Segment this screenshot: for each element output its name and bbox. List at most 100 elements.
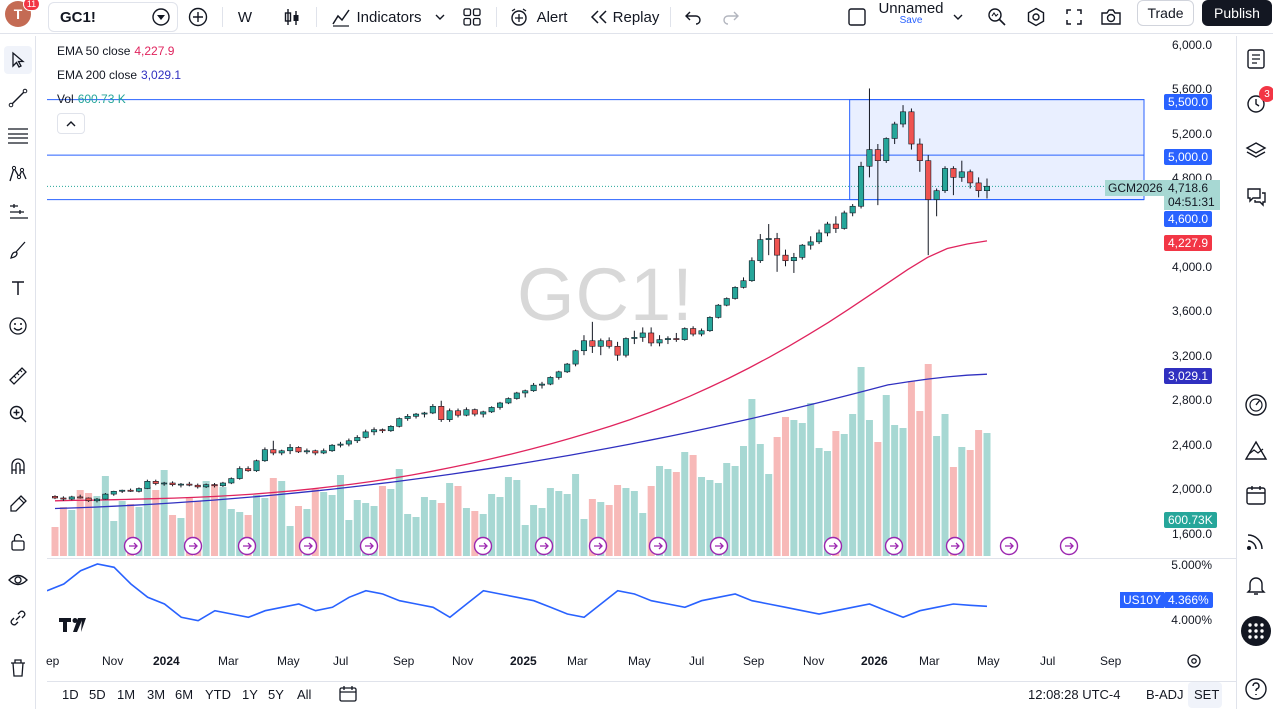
indicators-icon[interactable] bbox=[329, 0, 353, 34]
range-button-5d[interactable]: 5D bbox=[89, 687, 106, 702]
range-button-3m[interactable]: 3M bbox=[147, 687, 166, 702]
range-button-6m[interactable]: 6M bbox=[175, 687, 194, 702]
volume-bar bbox=[311, 489, 319, 556]
eye-icon[interactable] bbox=[4, 566, 32, 594]
session-toggle[interactable]: SET bbox=[1194, 687, 1220, 702]
publish-button[interactable]: Publish bbox=[1202, 0, 1272, 26]
range-button-1m[interactable]: 1M bbox=[117, 687, 136, 702]
trend-line-icon[interactable] bbox=[4, 84, 32, 112]
zoom-in-icon[interactable] bbox=[4, 400, 32, 428]
quick-search-icon[interactable] bbox=[985, 0, 1009, 34]
fullscreen-icon[interactable] bbox=[1062, 0, 1086, 34]
volume-bar bbox=[328, 495, 336, 556]
ema200-legend[interactable]: EMA 200 close 3,029.1 bbox=[57, 68, 181, 82]
range-button-1y[interactable]: 1Y bbox=[242, 687, 258, 702]
interval-button[interactable]: W bbox=[237, 8, 253, 26]
replay-button[interactable]: Replay bbox=[612, 8, 660, 26]
brush-icon[interactable] bbox=[4, 236, 32, 264]
candle-body bbox=[362, 431, 369, 438]
range-button-1d[interactable]: 1D bbox=[62, 687, 79, 702]
apps-grid-icon[interactable] bbox=[1241, 616, 1271, 646]
candle-body bbox=[564, 363, 571, 373]
chat-icon[interactable] bbox=[1241, 182, 1271, 212]
event-marker-arrow bbox=[951, 542, 960, 550]
price-chart[interactable] bbox=[47, 36, 1164, 556]
chevron-down-icon[interactable] bbox=[950, 0, 966, 34]
ema50-legend[interactable]: EMA 50 close 4,227.9 bbox=[57, 44, 174, 58]
link-icon[interactable] bbox=[4, 604, 32, 632]
indicators-button[interactable]: Indicators bbox=[356, 8, 422, 26]
alert-button[interactable]: Alert bbox=[536, 8, 568, 26]
layout-name[interactable]: Unnamed bbox=[878, 0, 944, 17]
camera-icon[interactable] bbox=[1098, 0, 1124, 34]
watchlist-icon[interactable] bbox=[1241, 44, 1271, 74]
notifications-bell-icon[interactable] bbox=[1241, 570, 1271, 600]
tradingview-logo[interactable] bbox=[58, 616, 92, 637]
range-button-all[interactable]: All bbox=[297, 687, 312, 702]
cursor-icon[interactable] bbox=[4, 46, 32, 74]
chevron-up-icon bbox=[66, 120, 76, 126]
settings-icon[interactable] bbox=[1024, 0, 1048, 34]
layout-save-label[interactable]: Save bbox=[899, 14, 923, 26]
templates-icon[interactable] bbox=[460, 0, 484, 34]
us10y-pane[interactable] bbox=[47, 560, 1164, 648]
undo-icon[interactable] bbox=[682, 0, 704, 34]
add-symbol-icon[interactable] bbox=[186, 0, 210, 34]
pattern-icon[interactable] bbox=[4, 160, 32, 188]
badj-toggle[interactable]: B-ADJ bbox=[1146, 687, 1184, 702]
time-axis-label: May bbox=[977, 654, 1000, 668]
emoji-icon[interactable] bbox=[4, 312, 32, 340]
help-icon[interactable] bbox=[1241, 674, 1271, 704]
volume-bar bbox=[454, 486, 462, 556]
range-button-5y[interactable]: 5Y bbox=[268, 687, 284, 702]
candle-body bbox=[925, 160, 932, 200]
axis-settings-icon[interactable] bbox=[1186, 653, 1202, 672]
alerts-clock-icon[interactable] bbox=[1241, 88, 1271, 118]
time-axis-label: Mar bbox=[567, 654, 588, 668]
range-button-ytd[interactable]: YTD bbox=[205, 687, 231, 702]
candle-body bbox=[765, 238, 772, 240]
trash-icon[interactable] bbox=[4, 654, 32, 682]
magnet-icon[interactable] bbox=[4, 452, 32, 480]
layers-icon[interactable] bbox=[1241, 136, 1271, 166]
trade-button[interactable]: Trade bbox=[1137, 0, 1194, 26]
replay-icon[interactable] bbox=[588, 0, 610, 34]
clock-timezone[interactable]: 12:08:28 UTC-4 bbox=[1028, 687, 1121, 702]
volume-bar bbox=[513, 480, 521, 556]
volume-bar bbox=[412, 517, 420, 556]
volume-bar bbox=[370, 506, 378, 556]
candle-body bbox=[942, 168, 949, 192]
candle-body bbox=[152, 481, 159, 484]
speedometer-icon[interactable] bbox=[1241, 390, 1271, 420]
text-icon[interactable] bbox=[4, 274, 32, 302]
event-marker-icon bbox=[1059, 536, 1079, 556]
price-axis[interactable] bbox=[1164, 36, 1236, 646]
candle-body bbox=[816, 232, 823, 243]
chevron-down-icon[interactable] bbox=[432, 0, 448, 34]
layout-square-icon[interactable] bbox=[846, 0, 868, 34]
collapse-legend-button[interactable] bbox=[57, 113, 85, 134]
volume-legend[interactable]: Vol 600.73 K bbox=[57, 92, 126, 106]
broadcast-icon[interactable] bbox=[1241, 526, 1271, 556]
volume-bar bbox=[849, 414, 857, 556]
lock-icon[interactable] bbox=[4, 528, 32, 556]
divider bbox=[496, 7, 497, 27]
forecast-icon[interactable] bbox=[4, 198, 32, 226]
volume-bar bbox=[219, 487, 227, 556]
candles-icon[interactable] bbox=[280, 0, 304, 34]
ruler-icon[interactable] bbox=[4, 362, 32, 390]
time-axis-label: Sep bbox=[1100, 654, 1122, 668]
candle-body bbox=[958, 171, 965, 178]
redo-icon[interactable] bbox=[720, 0, 742, 34]
fib-retracement-icon[interactable] bbox=[4, 122, 32, 150]
compare-symbol-icon[interactable] bbox=[150, 0, 172, 34]
volume-bar bbox=[756, 444, 764, 556]
date-range-icon[interactable] bbox=[338, 685, 358, 706]
volume-bar bbox=[504, 477, 512, 556]
ideas-icon[interactable] bbox=[1241, 436, 1271, 466]
alarm-clock-icon[interactable] bbox=[507, 0, 531, 34]
calendar-icon[interactable] bbox=[1241, 480, 1271, 510]
candle-body bbox=[278, 450, 285, 454]
stay-in-drawing-icon[interactable] bbox=[4, 490, 32, 518]
symbol-search[interactable] bbox=[48, 2, 178, 32]
